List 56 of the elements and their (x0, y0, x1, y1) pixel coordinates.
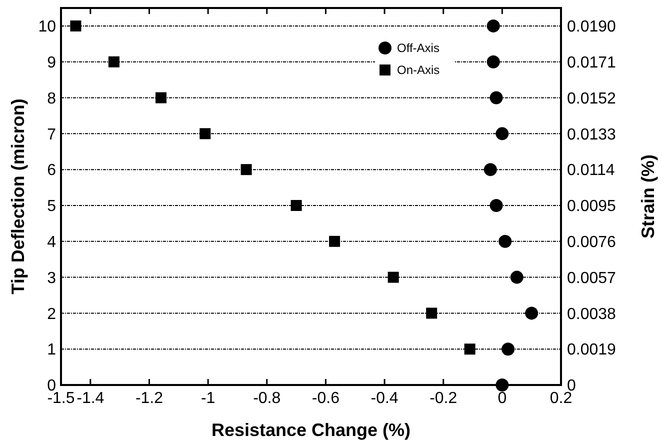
legend-label: Off-Axis (397, 41, 440, 56)
point (329, 236, 340, 247)
y-tick-label: 6 (47, 162, 56, 180)
x-tick-label: -1.4 (76, 390, 104, 407)
y-tick-label: 1 (47, 342, 56, 359)
point (240, 164, 252, 176)
y2-tick-label: 0.0019 (567, 342, 616, 359)
x-tick-label: -0.6 (312, 390, 340, 407)
y2-tick-label: 0.0190 (567, 18, 616, 36)
point (200, 128, 211, 140)
x-tick-label: 0 (498, 390, 507, 407)
y2-tick-label: 0.0114 (567, 162, 615, 180)
y-tick-label: 7 (47, 126, 56, 144)
point (108, 56, 120, 68)
x-tick-label: 0.2 (550, 390, 572, 407)
x-tick-label: -0.8 (253, 390, 281, 407)
point (156, 92, 166, 104)
y-axis-title: Tip Deflection (micron) (8, 98, 28, 294)
x-axis-title: Resistance Change (%) (211, 420, 411, 440)
y-tick-label: 5 (47, 198, 56, 216)
point (498, 234, 512, 248)
point (525, 306, 538, 320)
y2-axis-title: Strain (%) (638, 154, 658, 239)
point (496, 127, 509, 140)
legend-label: On-Axis (397, 63, 440, 78)
point (388, 272, 399, 283)
point (502, 342, 515, 356)
point (464, 344, 476, 355)
y-tick-label: 8 (47, 90, 56, 108)
point (70, 20, 82, 32)
y2-tick-label: 0.0076 (567, 234, 616, 251)
point (426, 308, 438, 319)
y2-tick-label: 0.0152 (567, 90, 616, 108)
x-tick-label: -1.2 (135, 390, 164, 407)
point (486, 19, 500, 32)
y-tick-label: 10 (38, 18, 56, 36)
y2-tick-label: 0.0095 (567, 198, 616, 216)
point (490, 198, 503, 212)
y2-tick-label: 0.0038 (567, 306, 616, 323)
y-tick-label: 4 (47, 234, 56, 251)
point (484, 163, 497, 176)
y-tick-label: 9 (47, 54, 56, 72)
point (496, 378, 509, 392)
y-tick-label: 2 (47, 306, 56, 323)
point (486, 55, 500, 68)
y-tick-label: 3 (47, 270, 56, 287)
x-tick-label: -1.5 (47, 390, 75, 407)
x-tick-label: -1 (200, 390, 216, 407)
y2-tick-label: 0.0133 (567, 126, 616, 144)
point (490, 91, 503, 104)
x-tick-label: -0.4 (370, 390, 398, 407)
point (510, 270, 524, 284)
y2-tick-label: 0.0171 (567, 54, 616, 72)
y2-tick-label: 0.0057 (567, 270, 616, 287)
x-tick-label: -0.2 (430, 390, 458, 407)
point (290, 200, 302, 211)
